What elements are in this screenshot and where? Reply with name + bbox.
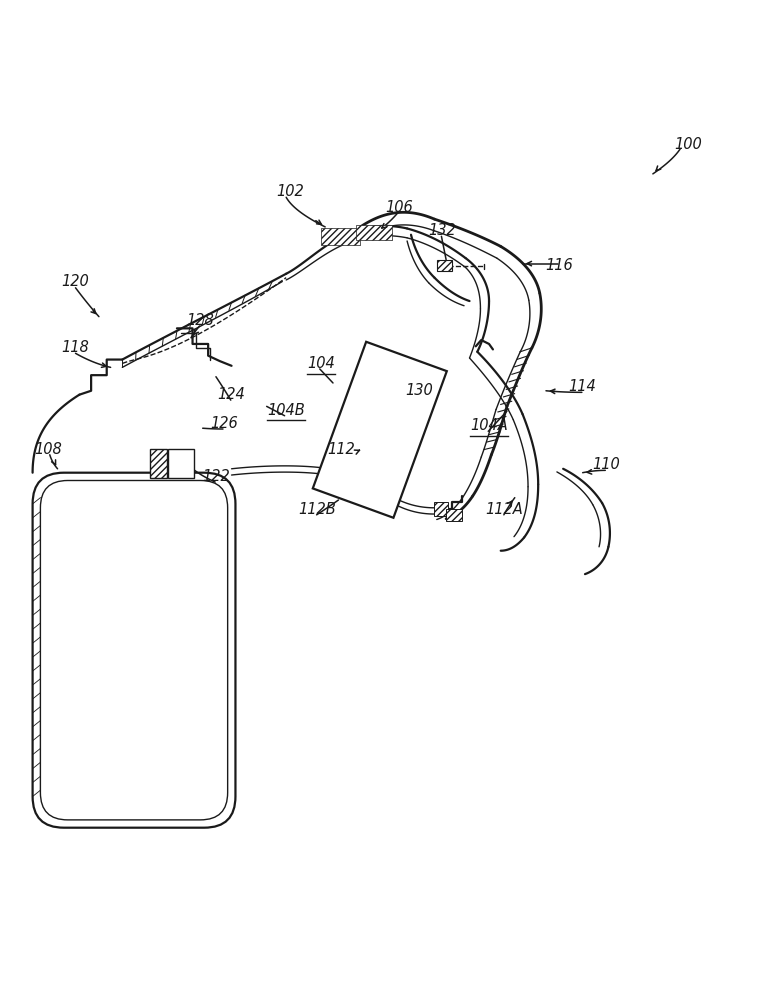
Bar [435,502,449,516]
Text: 124: 124 [218,387,245,402]
Text: 130: 130 [405,383,433,398]
Text: 102: 102 [276,184,304,199]
Text: 100: 100 [674,137,702,152]
Text: 118: 118 [62,340,89,355]
Text: 104B: 104B [267,403,305,418]
Text: 126: 126 [210,416,237,431]
Text: 128: 128 [186,313,215,328]
Text: 108: 108 [34,442,62,457]
Text: 112: 112 [327,442,355,457]
Bar [446,509,462,521]
Text: 120: 120 [62,274,89,289]
Text: 114: 114 [568,379,597,394]
Text: 132: 132 [428,223,456,238]
Text: 112A: 112A [485,502,524,517]
Text: 110: 110 [592,457,620,472]
Text: 104: 104 [308,356,335,371]
Text: 116: 116 [546,258,573,273]
Bar [168,449,194,478]
Text: 104A: 104A [470,418,508,433]
Text: 122: 122 [202,469,230,484]
Bar [437,260,453,271]
Bar [321,228,360,245]
Bar [150,449,167,478]
Text: 112B: 112B [298,502,336,517]
Text: 106: 106 [385,200,413,215]
Polygon shape [312,342,447,518]
Bar [356,225,392,240]
